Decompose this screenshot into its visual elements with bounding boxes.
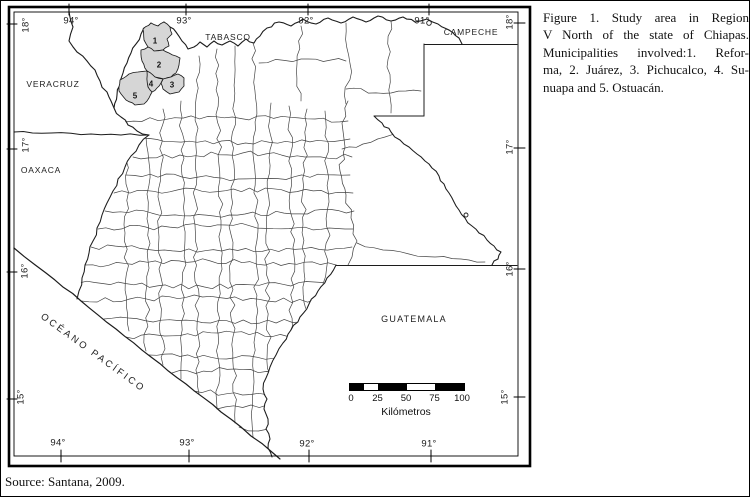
guatemala-label: GUATEMALA	[381, 314, 447, 324]
scale-segment	[350, 384, 365, 390]
scale-segment	[364, 384, 379, 390]
scale-segment	[406, 384, 436, 390]
caption-line: V North of the state of Chiapas.	[543, 27, 749, 43]
figure-caption: Figure 1. Study area in Region V North o…	[543, 9, 749, 96]
lat-label-left-16: 16°	[19, 263, 31, 279]
lat-label-right-15: 15°	[499, 389, 511, 405]
scale-bar: 0 25 50 75 100 Kilómetros	[348, 383, 470, 418]
municipality-4-sunuapa-label: 4	[148, 79, 154, 89]
lon-label-bottom-94: 94°	[50, 437, 66, 449]
scale-tick-50: 50	[400, 393, 412, 404]
lat-label-left-18: 18°	[20, 17, 32, 33]
scale-tick-75: 75	[429, 393, 440, 404]
campeche-label: CAMPECHE	[443, 27, 499, 37]
lon-label-top-92: 92°	[298, 15, 314, 27]
lat-label-right-17: 17°	[504, 139, 516, 155]
lon-label-bottom-91: 91°	[421, 438, 437, 450]
municipality-3-pichucalco-label: 3	[169, 80, 175, 90]
lon-label-bottom-92: 92°	[299, 438, 315, 450]
lat-label-left-17: 17°	[20, 137, 32, 153]
scale-bar-ticks: 0 25 50 75 100	[348, 393, 470, 405]
scale-tick-0: 0	[348, 393, 354, 404]
lon-label-top-93: 93°	[176, 15, 192, 27]
scale-tick-25: 25	[372, 393, 383, 404]
municipality-1-reforma-label: 1	[152, 36, 158, 46]
lat-label-right-16: 16°	[504, 261, 516, 277]
municipality-2-juarez-label: 2	[156, 60, 162, 70]
municipality-5-ostuacan-label: 5	[132, 91, 138, 101]
map-panel: 94° 93° 92° 91° 94° 93° 92° 91° 18° 17° …	[1, 1, 541, 471]
lon-label-top-94: 94°	[63, 15, 79, 27]
veracruz-label: VERACRUZ	[26, 79, 80, 89]
scale-bar-unit: Kilómetros	[381, 406, 431, 418]
lon-label-top-91: 91°	[414, 15, 430, 27]
caption-line: ma, 2. Juárez, 3. Pichucalco, 4. Su-	[543, 62, 749, 78]
lat-label-left-15: 15°	[15, 389, 27, 405]
caption-line: Figure 1. Study area in Region	[543, 10, 749, 25]
scale-segment	[435, 384, 464, 390]
oaxaca-label: OAXACA	[20, 165, 62, 175]
scale-tick-100: 100	[454, 393, 470, 404]
caption-line: Municipalities involved:1. Refor-	[543, 44, 749, 60]
tabasco-label: TABASCO	[205, 32, 251, 42]
scale-segment	[378, 384, 407, 390]
lat-label-right-18: 18°	[504, 14, 516, 30]
scale-bar-segments	[349, 383, 465, 391]
caption-line: nuapa and 5. Ostuacán.	[543, 79, 664, 95]
chiapas-map	[6, 3, 532, 468]
source-note: Source: Santana, 2009.	[5, 474, 125, 489]
lon-label-bottom-93: 93°	[179, 437, 195, 449]
